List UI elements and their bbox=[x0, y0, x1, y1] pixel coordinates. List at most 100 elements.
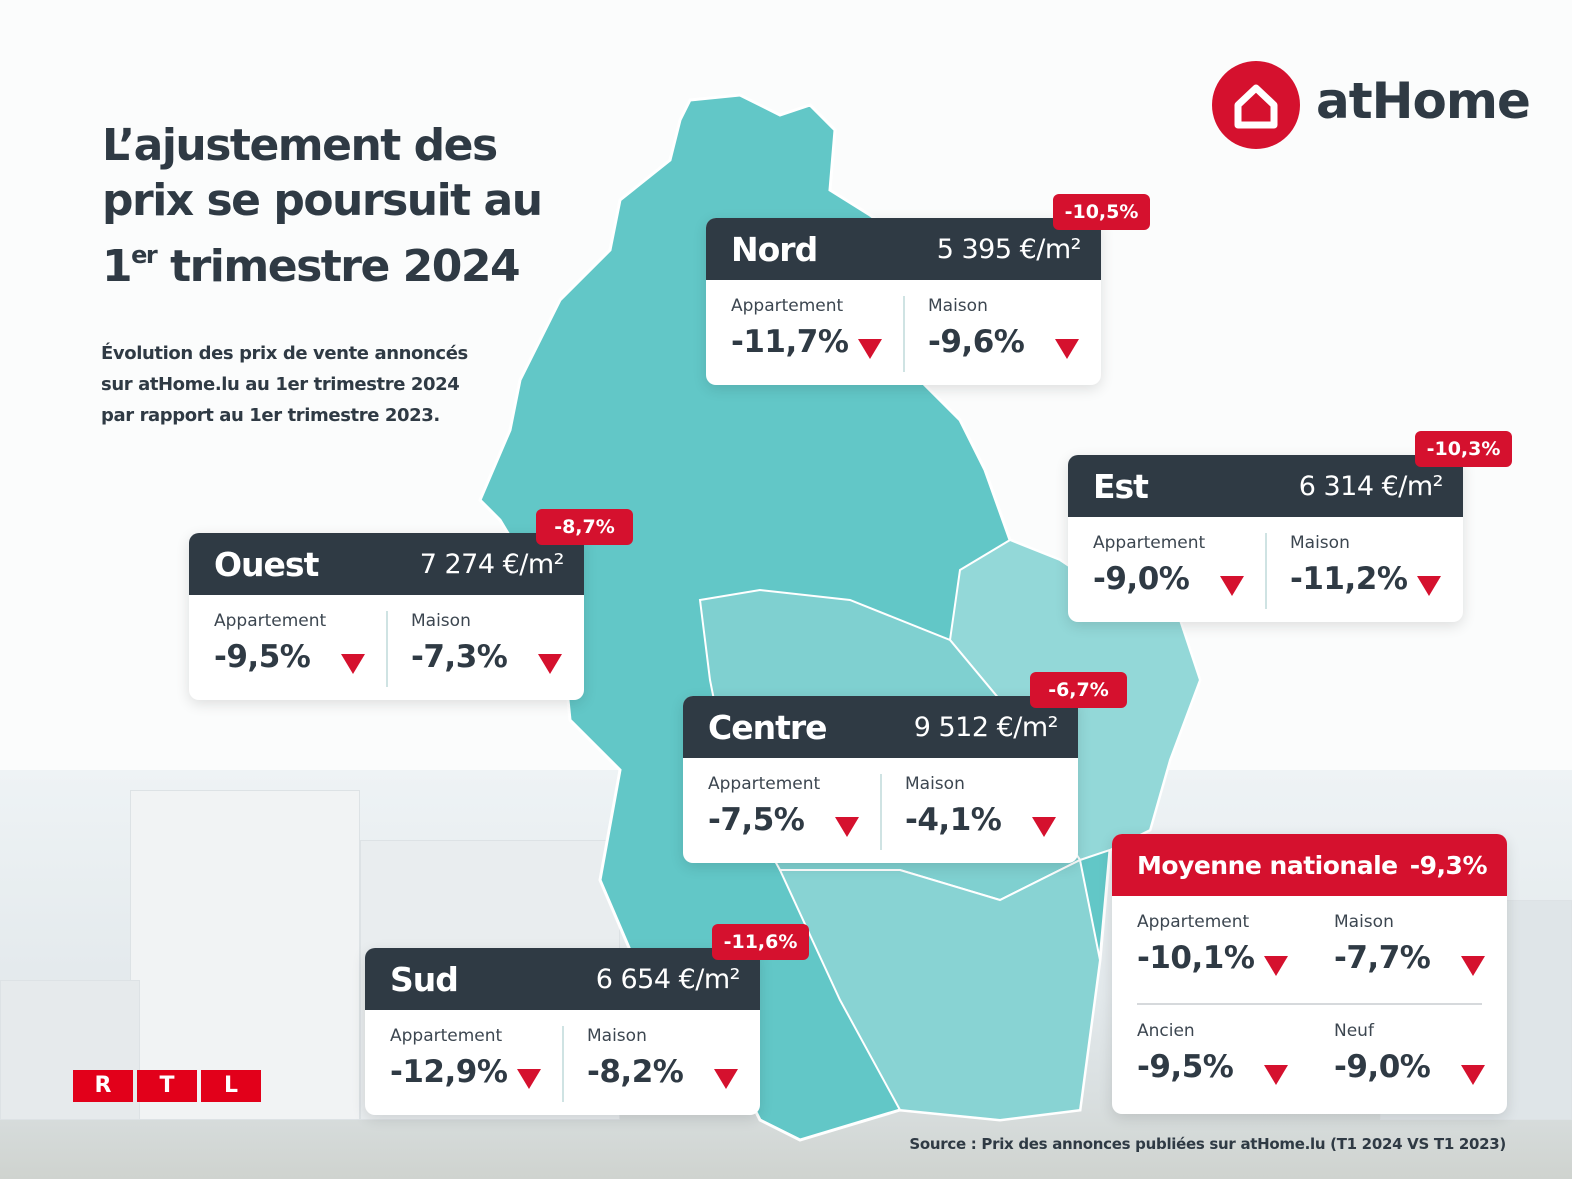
region-header: Ouest 7 274 €/m² bbox=[189, 533, 584, 595]
region-header: Nord 5 395 €/m² bbox=[706, 218, 1101, 280]
maison-stat: Maison -8,2% bbox=[587, 1026, 760, 1090]
appartement-stat: Appartement -7,5% bbox=[708, 774, 898, 838]
stat-value: -7,5% bbox=[708, 802, 805, 838]
region-card: Nord 5 395 €/m² Appartement -11,7% Maison… bbox=[706, 218, 1101, 385]
stat-value: -9,5% bbox=[214, 639, 311, 675]
down-arrow-icon bbox=[1264, 1065, 1288, 1085]
title-text: 1 bbox=[102, 241, 133, 292]
item-value: -9,0% bbox=[1334, 1049, 1431, 1085]
stat-label: Maison bbox=[928, 296, 988, 316]
appartement-stat: Appartement -9,5% bbox=[214, 611, 404, 675]
rtl-letter: L bbox=[201, 1070, 261, 1102]
appartement-stat: Appartement -12,9% bbox=[390, 1026, 580, 1090]
stat-label: Maison bbox=[905, 774, 965, 794]
down-arrow-icon bbox=[341, 654, 365, 674]
stat-value: -4,1% bbox=[905, 802, 1002, 838]
stat-label: Appartement bbox=[731, 296, 844, 316]
item-value: -9,5% bbox=[1137, 1049, 1234, 1085]
national-item: Ancien -9,5% bbox=[1137, 1021, 1327, 1085]
region-price: 7 274 €/m² bbox=[419, 548, 565, 580]
national-average-card: Moyenne nationale -9,3% Appartement -10,1… bbox=[1112, 834, 1507, 1114]
divider bbox=[1265, 533, 1267, 609]
item-value: -7,7% bbox=[1334, 940, 1431, 976]
national-header: Moyenne nationale -9,3% bbox=[1112, 834, 1507, 896]
appartement-stat: Appartement -9,0% bbox=[1093, 533, 1283, 597]
item-label: Neuf bbox=[1334, 1021, 1374, 1041]
rtl-logo: R T L bbox=[73, 1070, 261, 1102]
down-arrow-icon bbox=[1032, 817, 1056, 837]
title-line: L’ajustement des bbox=[102, 120, 498, 171]
region-name: Est bbox=[1093, 466, 1149, 506]
down-arrow-icon bbox=[1220, 576, 1244, 596]
region-price: 5 395 €/m² bbox=[936, 233, 1082, 265]
stat-value: -11,7% bbox=[731, 324, 849, 360]
region-card: Ouest 7 274 €/m² Appartement -9,5% Maison… bbox=[189, 533, 584, 700]
page-title: L’ajustement des prix se poursuit au 1er… bbox=[102, 118, 562, 294]
region-name: Centre bbox=[708, 707, 828, 747]
subtitle: Évolution des prix de vente annoncés sur… bbox=[101, 338, 521, 431]
divider bbox=[1137, 1003, 1482, 1005]
title-line: 1er trimestre 2024 bbox=[102, 228, 562, 294]
stat-value: -9,0% bbox=[1093, 561, 1190, 597]
national-label: Moyenne nationale bbox=[1137, 850, 1398, 880]
region-card: Est 6 314 €/m² Appartement -9,0% Maison -1… bbox=[1068, 455, 1463, 622]
stat-label: Appartement bbox=[708, 774, 821, 794]
subtitle-line: Évolution des prix de vente annoncés bbox=[101, 343, 468, 364]
item-label: Appartement bbox=[1137, 912, 1250, 932]
region-name: Nord bbox=[731, 229, 818, 269]
region-price: 6 314 €/m² bbox=[1298, 470, 1444, 502]
region-card: Sud 6 654 €/m² Appartement -12,9% Maison -… bbox=[365, 948, 760, 1115]
appartement-stat: Appartement -11,7% bbox=[731, 296, 921, 360]
region-header: Sud 6 654 €/m² bbox=[365, 948, 760, 1010]
region-name: Ouest bbox=[214, 544, 319, 584]
national-change: -9,3% bbox=[1409, 850, 1488, 880]
rtl-letter: R bbox=[73, 1070, 133, 1102]
item-label: Maison bbox=[1334, 912, 1394, 932]
region-change-badge: -10,5% bbox=[1053, 194, 1150, 230]
region-header: Est 6 314 €/m² bbox=[1068, 455, 1463, 517]
stat-label: Maison bbox=[587, 1026, 647, 1046]
stat-value: -12,9% bbox=[390, 1054, 508, 1090]
maison-stat: Maison -7,3% bbox=[411, 611, 584, 675]
region-change-badge: -6,7% bbox=[1030, 672, 1127, 708]
region-change-badge: -10,3% bbox=[1415, 431, 1512, 467]
region-price: 9 512 €/m² bbox=[913, 711, 1059, 743]
divider bbox=[386, 611, 388, 687]
divider bbox=[903, 296, 905, 372]
title-text: trimestre 2024 bbox=[156, 241, 521, 292]
region-card: Centre 9 512 €/m² Appartement -7,5% Maiso… bbox=[683, 696, 1078, 863]
stat-value: -11,2% bbox=[1290, 561, 1408, 597]
down-arrow-icon bbox=[538, 654, 562, 674]
stat-label: Appartement bbox=[1093, 533, 1206, 553]
down-arrow-icon bbox=[1461, 1065, 1485, 1085]
subtitle-line: par rapport au 1er trimestre 2023. bbox=[101, 405, 440, 426]
down-arrow-icon bbox=[858, 339, 882, 359]
divider bbox=[880, 774, 882, 850]
stat-value: -9,6% bbox=[928, 324, 1025, 360]
title-sup: er bbox=[131, 241, 158, 269]
maison-stat: Maison -9,6% bbox=[928, 296, 1101, 360]
stat-label: Maison bbox=[1290, 533, 1350, 553]
down-arrow-icon bbox=[1264, 956, 1288, 976]
stat-label: Maison bbox=[411, 611, 471, 631]
national-item: Maison -7,7% bbox=[1334, 912, 1507, 976]
rtl-letter: T bbox=[137, 1070, 197, 1102]
down-arrow-icon bbox=[714, 1069, 738, 1089]
region-change-badge: -11,6% bbox=[712, 924, 809, 960]
down-arrow-icon bbox=[835, 817, 859, 837]
subtitle-line: sur atHome.lu au 1er trimestre 2024 bbox=[101, 374, 460, 395]
item-value: -10,1% bbox=[1137, 940, 1255, 976]
maison-stat: Maison -4,1% bbox=[905, 774, 1078, 838]
house-icon bbox=[1212, 61, 1300, 149]
region-name: Sud bbox=[390, 959, 459, 999]
region-sud bbox=[778, 858, 1102, 1122]
national-item: Neuf -9,0% bbox=[1334, 1021, 1507, 1085]
region-change-badge: -8,7% bbox=[536, 509, 633, 545]
stat-value: -7,3% bbox=[411, 639, 508, 675]
stat-label: Appartement bbox=[390, 1026, 503, 1046]
stat-value: -8,2% bbox=[587, 1054, 684, 1090]
source-note: Source : Prix des annonces publiées sur … bbox=[909, 1135, 1506, 1153]
stat-label: Appartement bbox=[214, 611, 327, 631]
national-item: Appartement -10,1% bbox=[1137, 912, 1327, 976]
maison-stat: Maison -11,2% bbox=[1290, 533, 1463, 597]
